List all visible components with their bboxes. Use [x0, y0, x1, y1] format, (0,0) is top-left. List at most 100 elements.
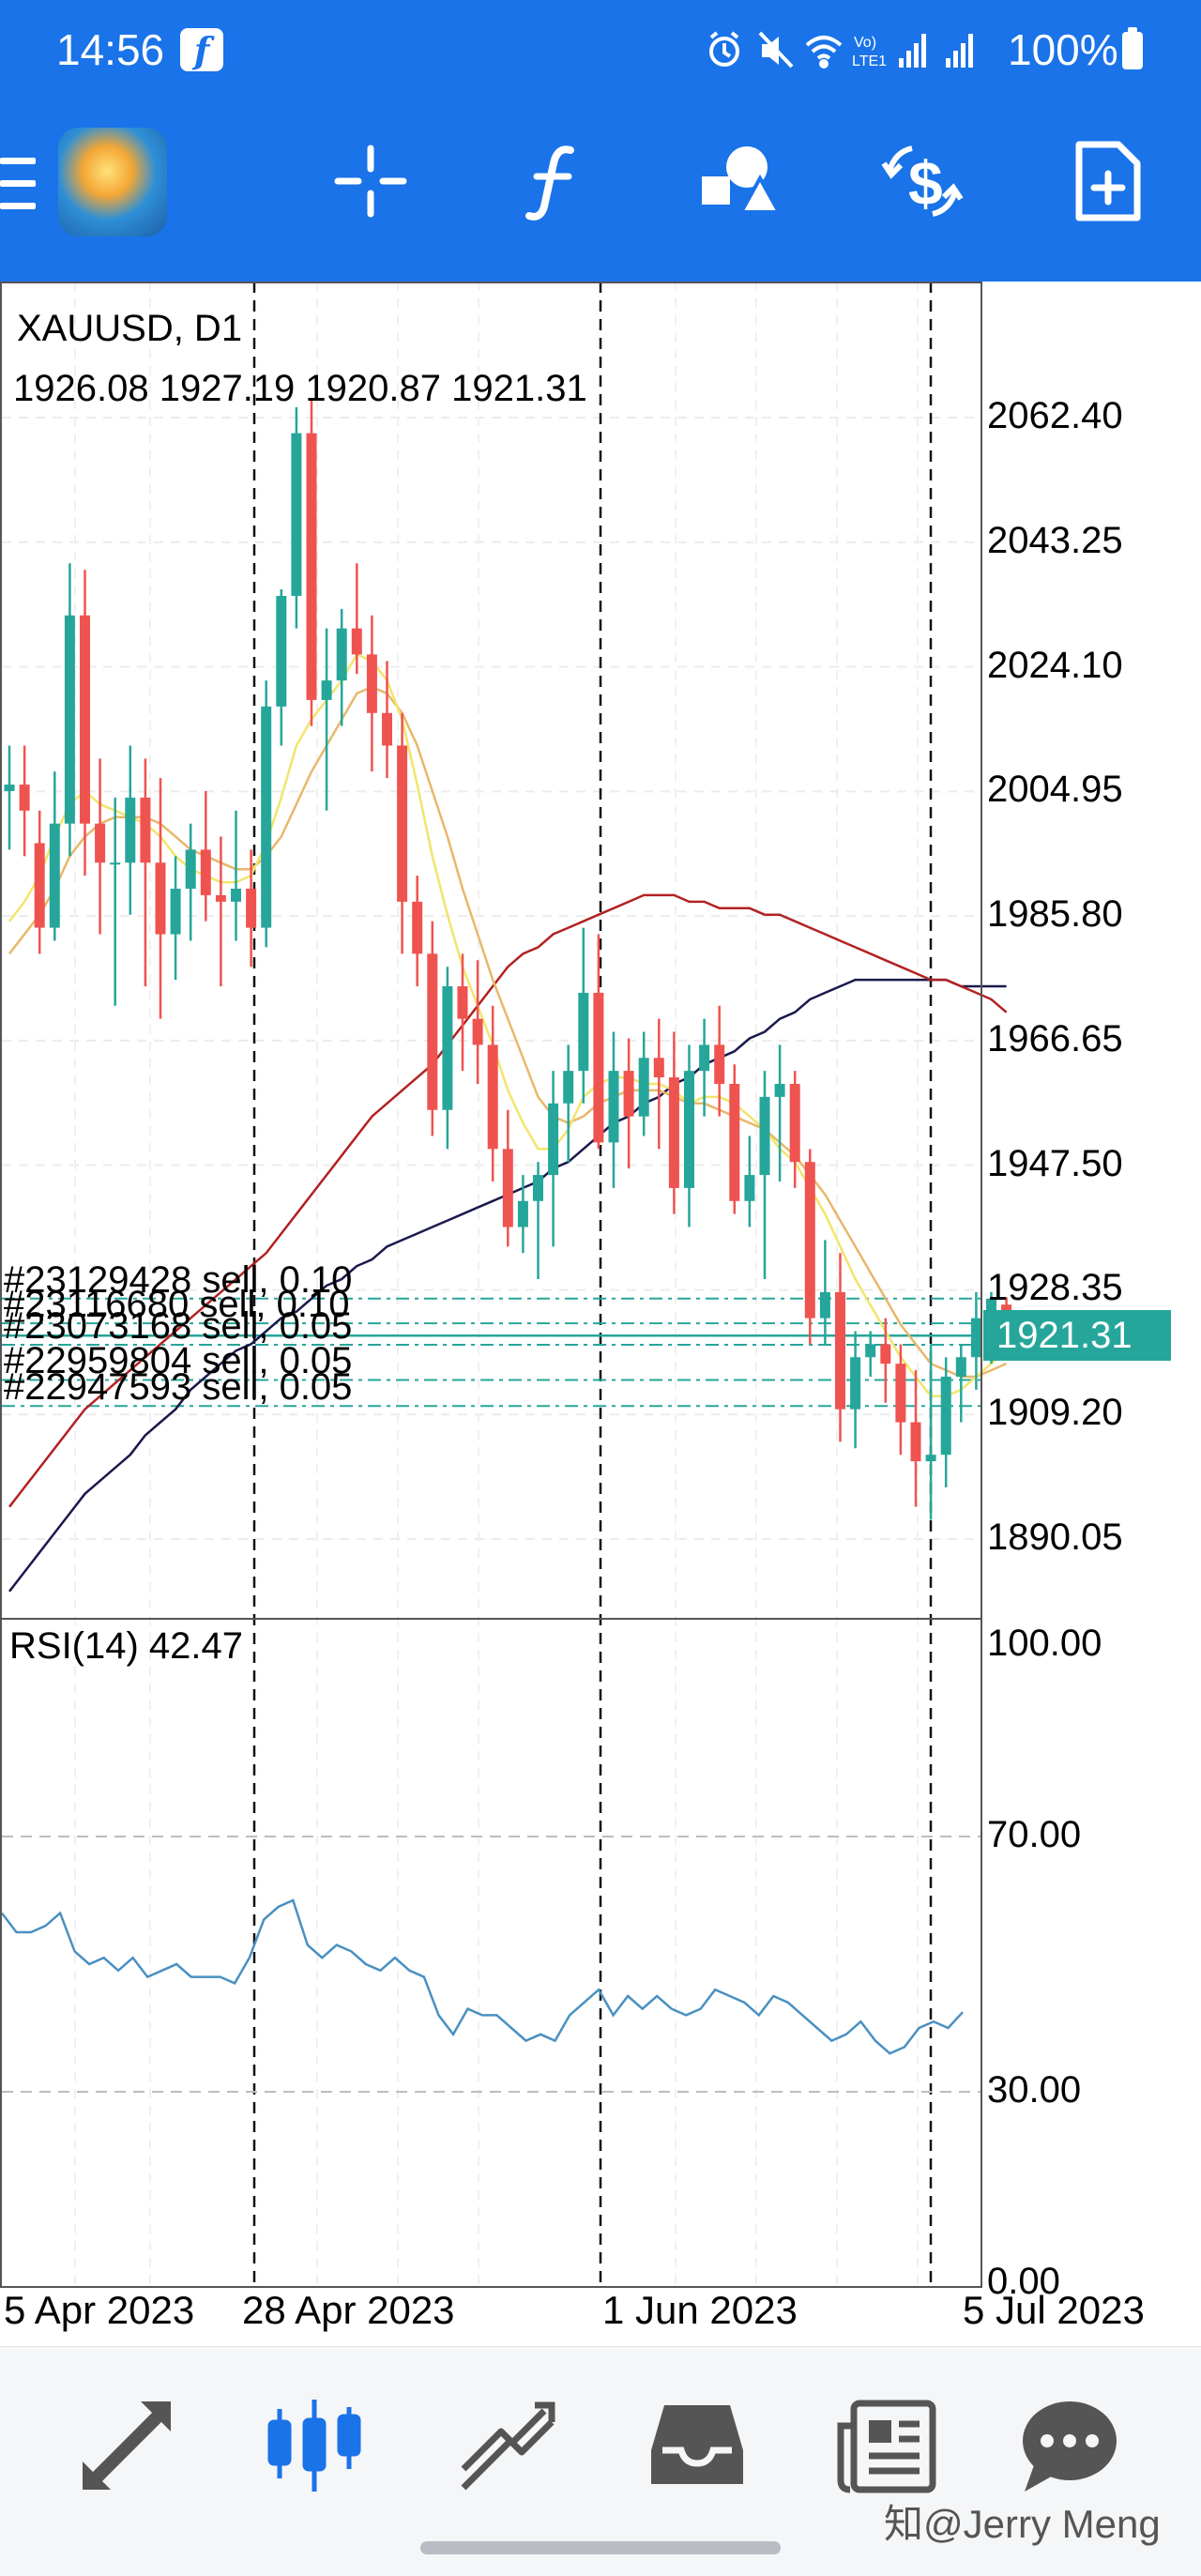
- candle: [215, 836, 226, 986]
- candle: [185, 823, 196, 941]
- candle: [442, 967, 453, 1150]
- candle: [110, 797, 121, 1006]
- candle: [34, 810, 45, 954]
- candle: [714, 1005, 725, 1117]
- price-axis-label: 2024.10: [987, 644, 1123, 686]
- candle: [321, 628, 332, 811]
- svg-text:$: $: [908, 148, 943, 218]
- watermark: 知@Jerry Meng: [884, 2502, 1161, 2546]
- chart-ohlc: 1926.08 1927.19 1920.87 1921.31: [13, 368, 587, 409]
- signal-icon-1: [899, 34, 926, 68]
- price-axis-label: 1966.65: [987, 1017, 1123, 1059]
- rsi-line: [1, 1898, 964, 2055]
- status-icons: Vo) LTE1: [709, 31, 973, 69]
- candle: [835, 1253, 845, 1442]
- price-axis-label: 1909.20: [987, 1392, 1123, 1434]
- candle: [970, 1291, 981, 1390]
- indicators-icon[interactable]: [512, 139, 597, 223]
- candle: [472, 960, 483, 1084]
- battery-percent: 100%: [1008, 25, 1118, 74]
- order-label[interactable]: #22959804 sell, 0.05: [4, 1340, 353, 1382]
- candle: [865, 1331, 876, 1378]
- candle: [684, 1044, 694, 1227]
- battery-icon: [1122, 27, 1143, 69]
- current-price-tag: 1921.31: [983, 1310, 1171, 1362]
- facebook-notification-icon: f: [180, 28, 223, 71]
- candle: [502, 1109, 513, 1247]
- candle: [125, 745, 136, 915]
- candle: [427, 921, 438, 1136]
- candle: [291, 406, 302, 629]
- signal-icon-2: [946, 34, 973, 68]
- candle: [231, 810, 241, 941]
- candle: [895, 1344, 906, 1456]
- candle: [668, 1031, 679, 1214]
- candle: [789, 1071, 800, 1188]
- date-label: 1 Jun 2023: [602, 2288, 798, 2332]
- candle: [276, 589, 287, 746]
- candle: [4, 745, 15, 850]
- crosshair-icon[interactable]: [328, 139, 413, 223]
- candle: [261, 680, 272, 948]
- candle: [880, 1318, 891, 1403]
- candle: [140, 758, 151, 986]
- candle: [412, 876, 423, 986]
- svg-text:LTE1: LTE1: [852, 53, 887, 69]
- candle: [910, 1370, 921, 1507]
- rsi-axis-label: 30.00: [987, 2069, 1082, 2111]
- price-axis-label: 1985.80: [987, 893, 1123, 936]
- candle: [246, 849, 257, 968]
- candle: [804, 1149, 815, 1345]
- svg-text:Vo): Vo): [854, 35, 876, 51]
- candle: [336, 608, 347, 726]
- quotes-icon[interactable]: [75, 2394, 178, 2497]
- price-axis-label: 1890.05: [987, 1517, 1123, 1558]
- price-axis-label: 2004.95: [987, 769, 1123, 811]
- candle: [759, 1071, 770, 1280]
- date-label: 5 Jul 2023: [963, 2288, 1145, 2332]
- alarm-icon: [709, 31, 739, 67]
- status-time: 14:56: [56, 25, 165, 74]
- order-label[interactable]: #23073168 sell, 0.05: [4, 1305, 353, 1348]
- candle: [49, 771, 60, 941]
- order-label[interactable]: #22947593 sell, 0.05: [4, 1366, 353, 1409]
- candle: [940, 1357, 951, 1487]
- candle: [366, 615, 377, 772]
- messages-icon[interactable]: [1017, 2394, 1120, 2497]
- new-order-icon[interactable]: [1066, 139, 1150, 223]
- candle: [578, 927, 589, 1104]
- candle: [95, 758, 106, 935]
- order-label[interactable]: #23116680 sell, 0.10: [4, 1284, 350, 1326]
- candle: [819, 1240, 830, 1345]
- candle: [850, 1331, 861, 1449]
- rsi-axis-label: 0.00: [987, 2261, 1060, 2302]
- app-logo[interactable]: [58, 128, 167, 236]
- rsi-label: RSI(14) 42.47: [9, 1625, 244, 1667]
- candle: [397, 712, 408, 954]
- price-axis-label: 2043.25: [987, 519, 1123, 561]
- objects-icon[interactable]: [698, 139, 783, 223]
- ma-fast-line: [8, 652, 1008, 1398]
- home-indicator[interactable]: [420, 2541, 781, 2554]
- candle: [457, 953, 468, 1072]
- news-icon[interactable]: [835, 2394, 938, 2497]
- candle: [170, 856, 181, 981]
- menu-icon[interactable]: [0, 158, 38, 212]
- order-label[interactable]: #23129428 sell, 0.10: [4, 1258, 353, 1301]
- price-chart[interactable]: XAUUSD, D1 1926.08 1927.19 1920.87 1921.…: [0, 282, 1201, 2346]
- candle: [382, 661, 392, 779]
- chart-icon[interactable]: [263, 2394, 366, 2497]
- chart-symbol: XAUUSD, D1: [17, 308, 243, 349]
- trade-nav-icon[interactable]: [454, 2394, 557, 2497]
- candle: [487, 1005, 498, 1182]
- volte-icon: Vo) LTE1: [852, 35, 887, 69]
- candle: [593, 934, 604, 1150]
- chart-canvas[interactable]: [0, 282, 1201, 2346]
- candle: [638, 1031, 649, 1136]
- candle: [80, 570, 90, 876]
- date-label: 5 Apr 2023: [4, 2288, 195, 2332]
- price-axis-label: 1928.35: [987, 1267, 1123, 1309]
- bottom-nav: [0, 2346, 1201, 2576]
- history-icon[interactable]: [646, 2394, 749, 2497]
- trade-icon[interactable]: $: [880, 139, 965, 223]
